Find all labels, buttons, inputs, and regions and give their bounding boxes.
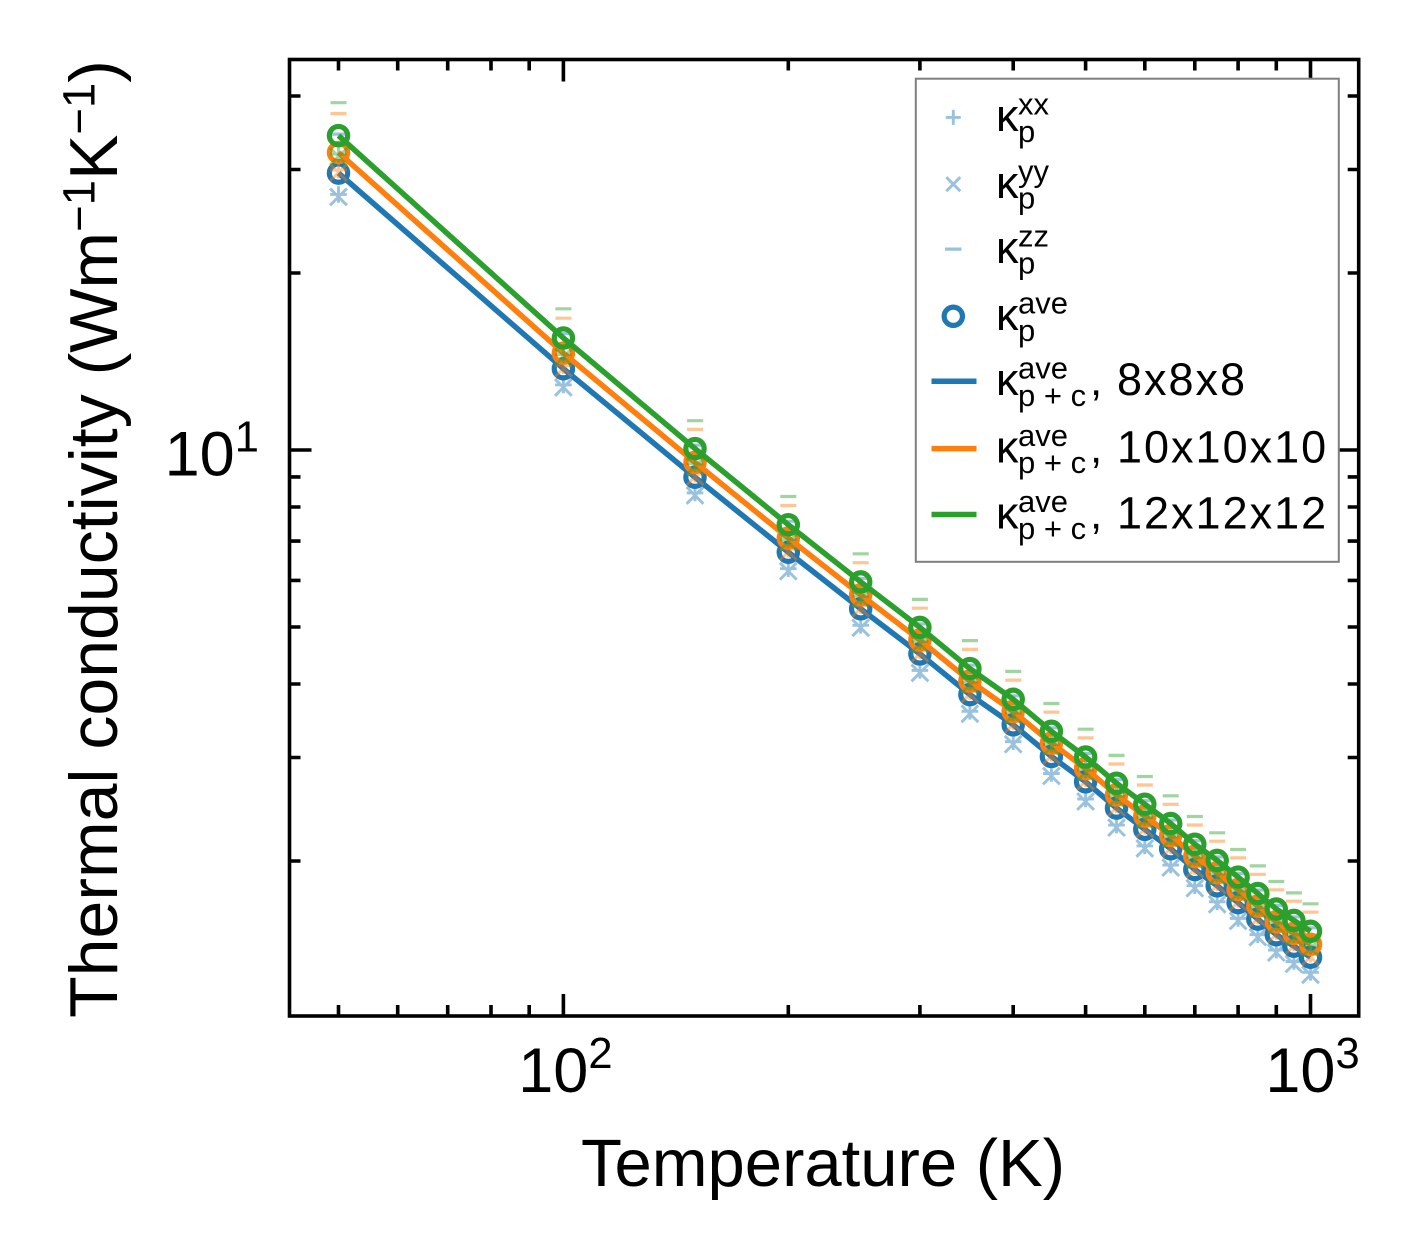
svg-text:p: p: [1018, 313, 1035, 348]
svg-text:102: 102: [518, 1030, 612, 1106]
svg-text:p + c: p + c: [1018, 445, 1086, 480]
svg-text:κ: κ: [996, 421, 1019, 472]
svg-text:ave: ave: [1018, 484, 1068, 519]
svg-text:101: 101: [165, 414, 259, 490]
svg-text:κ: κ: [996, 354, 1019, 405]
svg-text:,: ,: [1090, 356, 1102, 405]
svg-text:8x8x8: 8x8x8: [1117, 354, 1247, 405]
svg-text:ave: ave: [1018, 418, 1068, 453]
svg-text:p + c: p + c: [1018, 378, 1086, 413]
svg-text:p: p: [1018, 181, 1035, 216]
svg-text:12x12x12: 12x12x12: [1117, 487, 1328, 538]
svg-text:p: p: [1018, 246, 1035, 281]
svg-text:zz: zz: [1018, 218, 1049, 253]
svg-text:κ: κ: [996, 487, 1019, 538]
svg-text:p + c: p + c: [1018, 511, 1086, 546]
svg-text:p: p: [1018, 114, 1035, 149]
svg-text:ave: ave: [1018, 351, 1068, 386]
svg-text:,: ,: [1090, 489, 1102, 538]
svg-text:,: ,: [1090, 423, 1102, 472]
svg-text:10x10x10: 10x10x10: [1117, 421, 1328, 472]
svg-text:κ: κ: [996, 289, 1019, 340]
svg-text:ave: ave: [1018, 286, 1068, 321]
svg-text:Temperature (K): Temperature (K): [581, 1126, 1065, 1201]
svg-text:κ: κ: [996, 222, 1019, 273]
svg-text:κ: κ: [996, 90, 1019, 141]
svg-text:yy: yy: [1018, 154, 1050, 189]
svg-text:xx: xx: [1018, 87, 1050, 122]
svg-text:κ: κ: [996, 157, 1019, 208]
